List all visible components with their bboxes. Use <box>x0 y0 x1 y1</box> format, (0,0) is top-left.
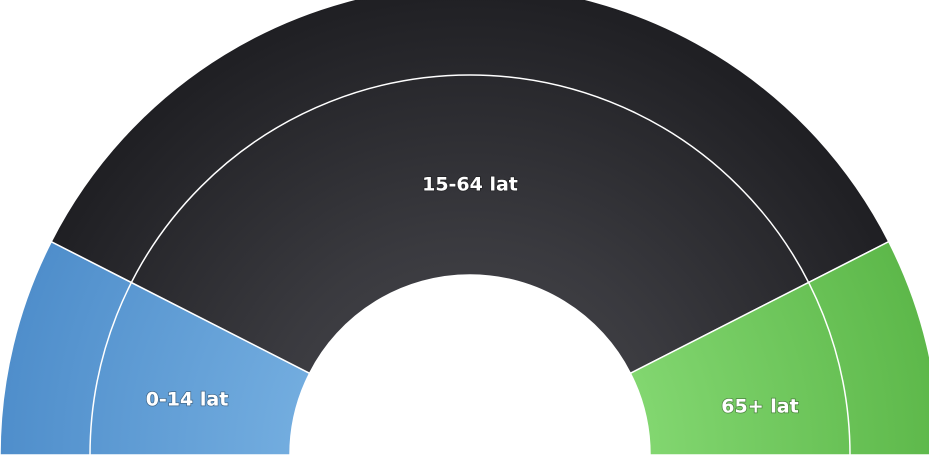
labels-group: 0-14 lat 15-64 lat 65+ lat <box>145 173 799 419</box>
slice-15-64-lat[interactable] <box>50 0 890 375</box>
ring-group <box>89 74 851 455</box>
slice-label: 0-14 lat <box>146 389 229 411</box>
slice-label: 65+ lat <box>721 396 798 418</box>
slice-0-14-lat[interactable] <box>0 240 311 455</box>
slice-label: 15-64 lat <box>422 174 518 196</box>
slice-65-lat[interactable] <box>629 240 929 455</box>
decorative-ring-arc <box>89 74 851 455</box>
